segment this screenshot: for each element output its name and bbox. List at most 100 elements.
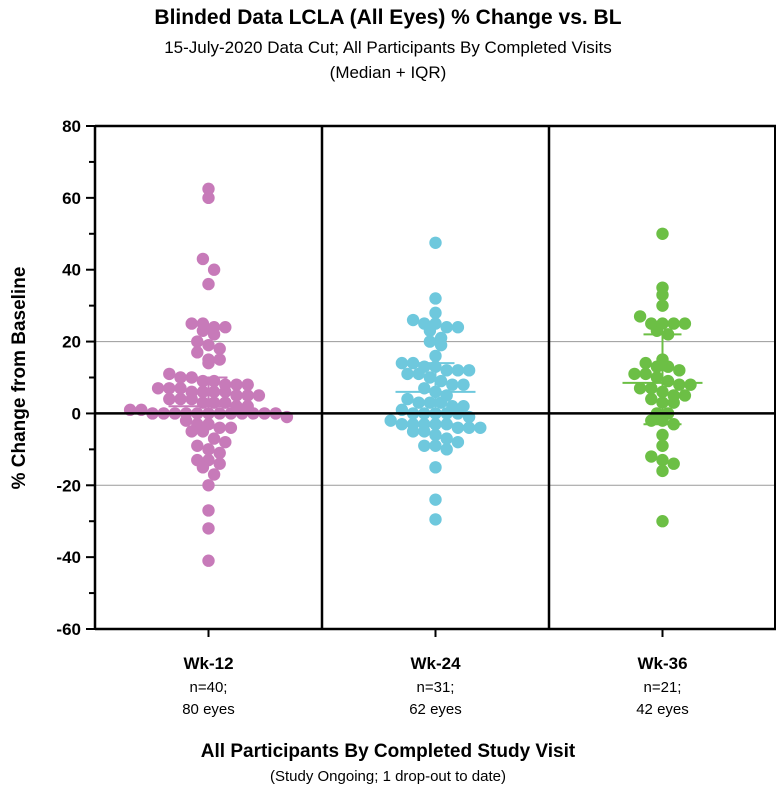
data-point bbox=[213, 342, 226, 355]
data-point bbox=[219, 435, 232, 449]
x-axis-title: All Participants By Completed Study Visi… bbox=[200, 741, 576, 762]
data-point bbox=[230, 378, 243, 391]
x-axis-subtitle: (Study Ongoing; 1 drop-out to date) bbox=[270, 768, 506, 785]
y-axis-label: % Change from Baseline bbox=[9, 267, 30, 490]
data-point bbox=[457, 400, 470, 413]
data-point bbox=[412, 396, 425, 409]
data-point bbox=[174, 382, 187, 395]
data-point bbox=[202, 338, 215, 352]
data-point bbox=[241, 378, 254, 391]
data-point bbox=[202, 504, 215, 517]
data-point bbox=[429, 461, 442, 474]
data-point bbox=[202, 522, 215, 535]
data-point bbox=[650, 371, 664, 384]
data-point bbox=[429, 306, 442, 320]
y-tick-label: -60 bbox=[56, 620, 81, 639]
data-point bbox=[645, 450, 658, 463]
data-point bbox=[645, 392, 658, 406]
data-point bbox=[474, 421, 487, 434]
data-point bbox=[429, 513, 442, 526]
data-point bbox=[406, 356, 420, 370]
data-point bbox=[163, 392, 176, 406]
data-point bbox=[196, 317, 210, 330]
data-point bbox=[457, 378, 470, 391]
data-point bbox=[213, 353, 226, 366]
data-point bbox=[196, 385, 210, 399]
data-point bbox=[219, 321, 232, 334]
data-point bbox=[656, 464, 669, 478]
y-tick-label: 60 bbox=[62, 189, 81, 208]
data-point bbox=[185, 317, 198, 330]
data-point bbox=[451, 421, 465, 434]
data-point bbox=[406, 313, 420, 327]
data-point bbox=[667, 389, 680, 402]
data-point bbox=[451, 321, 465, 334]
data-point bbox=[252, 389, 266, 402]
data-point bbox=[202, 443, 215, 456]
y-tick-label: -40 bbox=[56, 548, 81, 567]
data-point bbox=[174, 371, 187, 384]
data-point bbox=[667, 457, 680, 470]
y-tick-label: -20 bbox=[56, 476, 81, 495]
data-point bbox=[213, 446, 226, 460]
data-point bbox=[678, 389, 692, 402]
data-point bbox=[196, 252, 210, 266]
data-point bbox=[401, 392, 414, 406]
data-point bbox=[645, 317, 658, 330]
data-point bbox=[202, 191, 215, 205]
data-point bbox=[207, 468, 221, 481]
data-point bbox=[224, 421, 238, 434]
data-point bbox=[656, 515, 669, 528]
data-point bbox=[423, 396, 437, 409]
data-point bbox=[656, 428, 669, 442]
data-point bbox=[429, 292, 442, 305]
data-point bbox=[418, 439, 431, 452]
data-point bbox=[678, 317, 692, 330]
y-tick-label: 20 bbox=[62, 333, 81, 352]
y-tick-label: 80 bbox=[62, 117, 81, 136]
data-point bbox=[667, 317, 680, 330]
data-point bbox=[656, 281, 669, 294]
data-point bbox=[440, 443, 453, 456]
y-tick-label: 40 bbox=[62, 261, 81, 280]
data-point bbox=[639, 356, 652, 370]
data-point bbox=[656, 453, 669, 467]
data-point bbox=[639, 367, 652, 381]
x-tick-label: Wk-12 bbox=[183, 654, 233, 673]
data-point bbox=[151, 382, 165, 395]
data-point bbox=[429, 428, 442, 442]
group-n-label: n=21; bbox=[644, 679, 682, 696]
data-point bbox=[661, 374, 675, 388]
x-tick-label: Wk-36 bbox=[637, 654, 687, 673]
data-point bbox=[202, 277, 215, 291]
data-point bbox=[179, 414, 193, 427]
data-point bbox=[684, 378, 697, 391]
data-point bbox=[196, 461, 210, 474]
data-point bbox=[207, 263, 221, 276]
data-point bbox=[230, 389, 243, 402]
data-point bbox=[434, 374, 448, 388]
data-point bbox=[174, 392, 187, 406]
data-point bbox=[656, 227, 669, 240]
data-point bbox=[395, 356, 409, 370]
data-point bbox=[440, 321, 453, 334]
data-point bbox=[656, 299, 669, 312]
data-point bbox=[207, 385, 221, 399]
data-point bbox=[423, 335, 437, 348]
data-point bbox=[429, 349, 442, 363]
group-eyes-label: 62 eyes bbox=[409, 701, 462, 718]
y-tick-label: 0 bbox=[72, 404, 81, 423]
data-point bbox=[191, 335, 204, 348]
data-point bbox=[434, 331, 448, 345]
data-point bbox=[429, 317, 442, 330]
data-point bbox=[440, 432, 453, 445]
data-point bbox=[429, 236, 442, 249]
data-point bbox=[163, 367, 176, 381]
data-point bbox=[213, 457, 226, 470]
data-point bbox=[446, 378, 459, 391]
data-point bbox=[384, 414, 397, 427]
group-n-label: n=40; bbox=[190, 679, 228, 696]
group-eyes-label: 80 eyes bbox=[182, 701, 235, 718]
data-point bbox=[446, 400, 459, 413]
